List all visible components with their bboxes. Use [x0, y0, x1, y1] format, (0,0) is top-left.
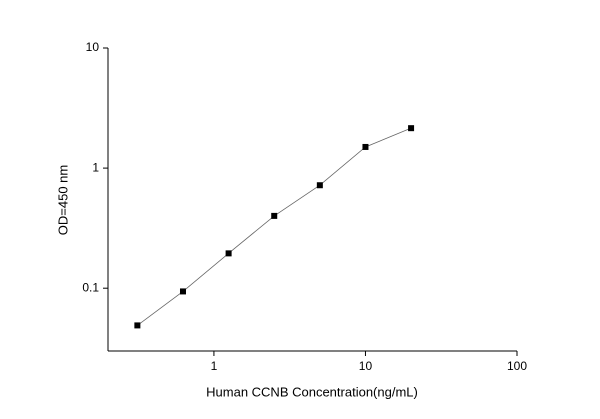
data-point: [179, 288, 186, 295]
y-tick-label: 1: [92, 160, 99, 174]
data-point: [408, 125, 415, 132]
series-line: [137, 127, 412, 326]
x-axis-label: Human CCNB Concentration(ng/mL): [206, 384, 418, 399]
data-point: [271, 212, 278, 219]
data-point: [225, 250, 232, 257]
data-point: [362, 143, 369, 150]
data-point: [134, 322, 141, 329]
y-tick-label: 0.1: [82, 280, 99, 294]
x-tick-label: 100: [507, 359, 527, 373]
data-point: [316, 182, 323, 189]
y-axis-label: OD=450 nm: [55, 165, 70, 235]
x-tick-label: 1: [211, 359, 218, 373]
y-tick-label: 10: [86, 40, 100, 54]
x-tick-label: 10: [359, 359, 373, 373]
